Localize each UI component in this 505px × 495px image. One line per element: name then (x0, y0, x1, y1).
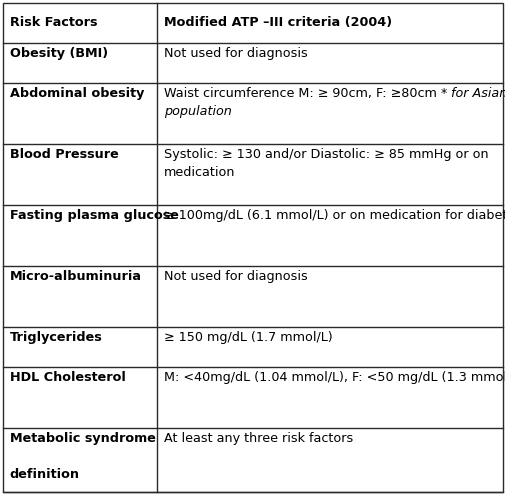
Text: M: <40mg/dL (1.04 mmol/L), F: <50 mg/dL (1.3 mmol/L): M: <40mg/dL (1.04 mmol/L), F: <50 mg/dL … (163, 371, 505, 384)
Text: Fasting plasma glucose: Fasting plasma glucose (10, 209, 178, 222)
Text: population: population (163, 105, 231, 118)
Text: Micro-albuminuria: Micro-albuminuria (10, 270, 141, 283)
Text: for Asian: for Asian (450, 87, 505, 100)
Text: Abdominal obesity: Abdominal obesity (10, 87, 144, 100)
Text: Not used for diagnosis: Not used for diagnosis (163, 270, 307, 283)
Text: ≥ 150 mg/dL (1.7 mmol/L): ≥ 150 mg/dL (1.7 mmol/L) (163, 331, 332, 344)
Text: At least any three risk factors: At least any three risk factors (163, 432, 352, 445)
Text: Not used for diagnosis: Not used for diagnosis (163, 47, 307, 60)
Text: Systolic: ≥ 130 and/or Diastolic: ≥ 85 mmHg or on: Systolic: ≥ 130 and/or Diastolic: ≥ 85 m… (163, 148, 487, 161)
Text: Modified ATP –III criteria (2004): Modified ATP –III criteria (2004) (163, 16, 391, 29)
Text: medication: medication (163, 166, 235, 179)
Text: Triglycerides: Triglycerides (10, 331, 102, 344)
Text: Obesity (BMI): Obesity (BMI) (10, 47, 108, 60)
Text: Risk Factors: Risk Factors (10, 16, 97, 29)
Text: Blood Pressure: Blood Pressure (10, 148, 118, 161)
Text: Waist circumference M: ≥ 90cm, F: ≥80cm *: Waist circumference M: ≥ 90cm, F: ≥80cm … (163, 87, 450, 100)
Text: ≥ 100mg/dL (6.1 mmol/L) or on medication for diabetes: ≥ 100mg/dL (6.1 mmol/L) or on medication… (163, 209, 505, 222)
Text: HDL Cholesterol: HDL Cholesterol (10, 371, 125, 384)
Text: Metabolic syndrome

definition: Metabolic syndrome definition (10, 432, 155, 481)
